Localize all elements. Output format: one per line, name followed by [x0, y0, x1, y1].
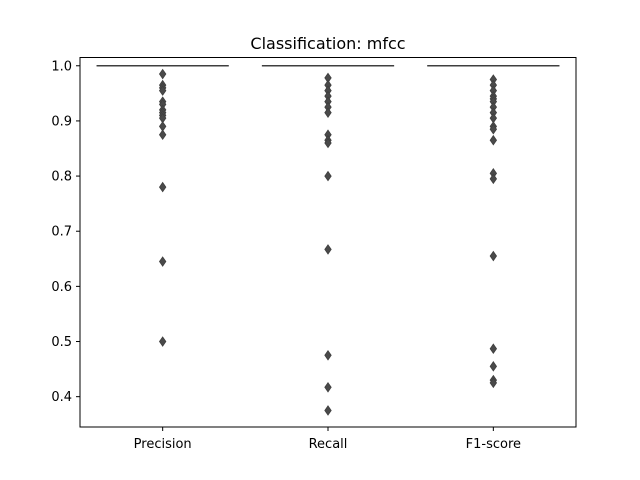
y-tick-label: 0.8	[51, 170, 72, 185]
outlier-point	[489, 343, 498, 354]
y-tick-label: 0.7	[51, 225, 72, 240]
outlier-point	[489, 377, 498, 389]
outlier-point	[489, 173, 498, 185]
outlier-point	[489, 250, 498, 262]
outlier-point	[324, 381, 332, 393]
y-tick-label: 1.0	[51, 59, 72, 74]
plot-area	[96, 65, 560, 416]
series-recall	[261, 65, 395, 416]
outlier-point	[158, 256, 167, 267]
outlier-point	[324, 350, 332, 361]
chart-title: Classification: mfcc	[250, 34, 405, 53]
outlier-point	[158, 85, 167, 96]
y-axis: 0.4 0.5 0.6 0.7 0.8 0.9 1.0	[51, 59, 80, 405]
outlier-point	[158, 181, 167, 193]
y-tick-label: 0.5	[51, 335, 72, 350]
x-tick-label-recall: Recall	[309, 437, 348, 452]
y-tick-label: 0.4	[51, 390, 72, 405]
x-tick-label-precision: Precision	[134, 437, 192, 452]
outlier-point	[158, 336, 167, 347]
outlier-point	[489, 361, 498, 372]
y-tick-label: 0.6	[51, 280, 72, 295]
outlier-point	[324, 107, 332, 118]
outlier-point	[158, 129, 167, 141]
series-f1-score	[427, 65, 560, 389]
outlier-point	[324, 137, 332, 149]
outlier-point	[324, 405, 332, 416]
outlier-point	[489, 123, 498, 135]
y-tick-label: 0.9	[51, 114, 72, 129]
outlier-point	[489, 134, 498, 146]
outlier-point	[158, 68, 167, 80]
outlier-point	[324, 244, 332, 255]
outlier-point	[324, 170, 332, 182]
x-axis: Precision Recall F1-score	[134, 427, 521, 452]
x-tick-label-f1-score: F1-score	[466, 437, 521, 452]
series-precision	[96, 65, 229, 347]
